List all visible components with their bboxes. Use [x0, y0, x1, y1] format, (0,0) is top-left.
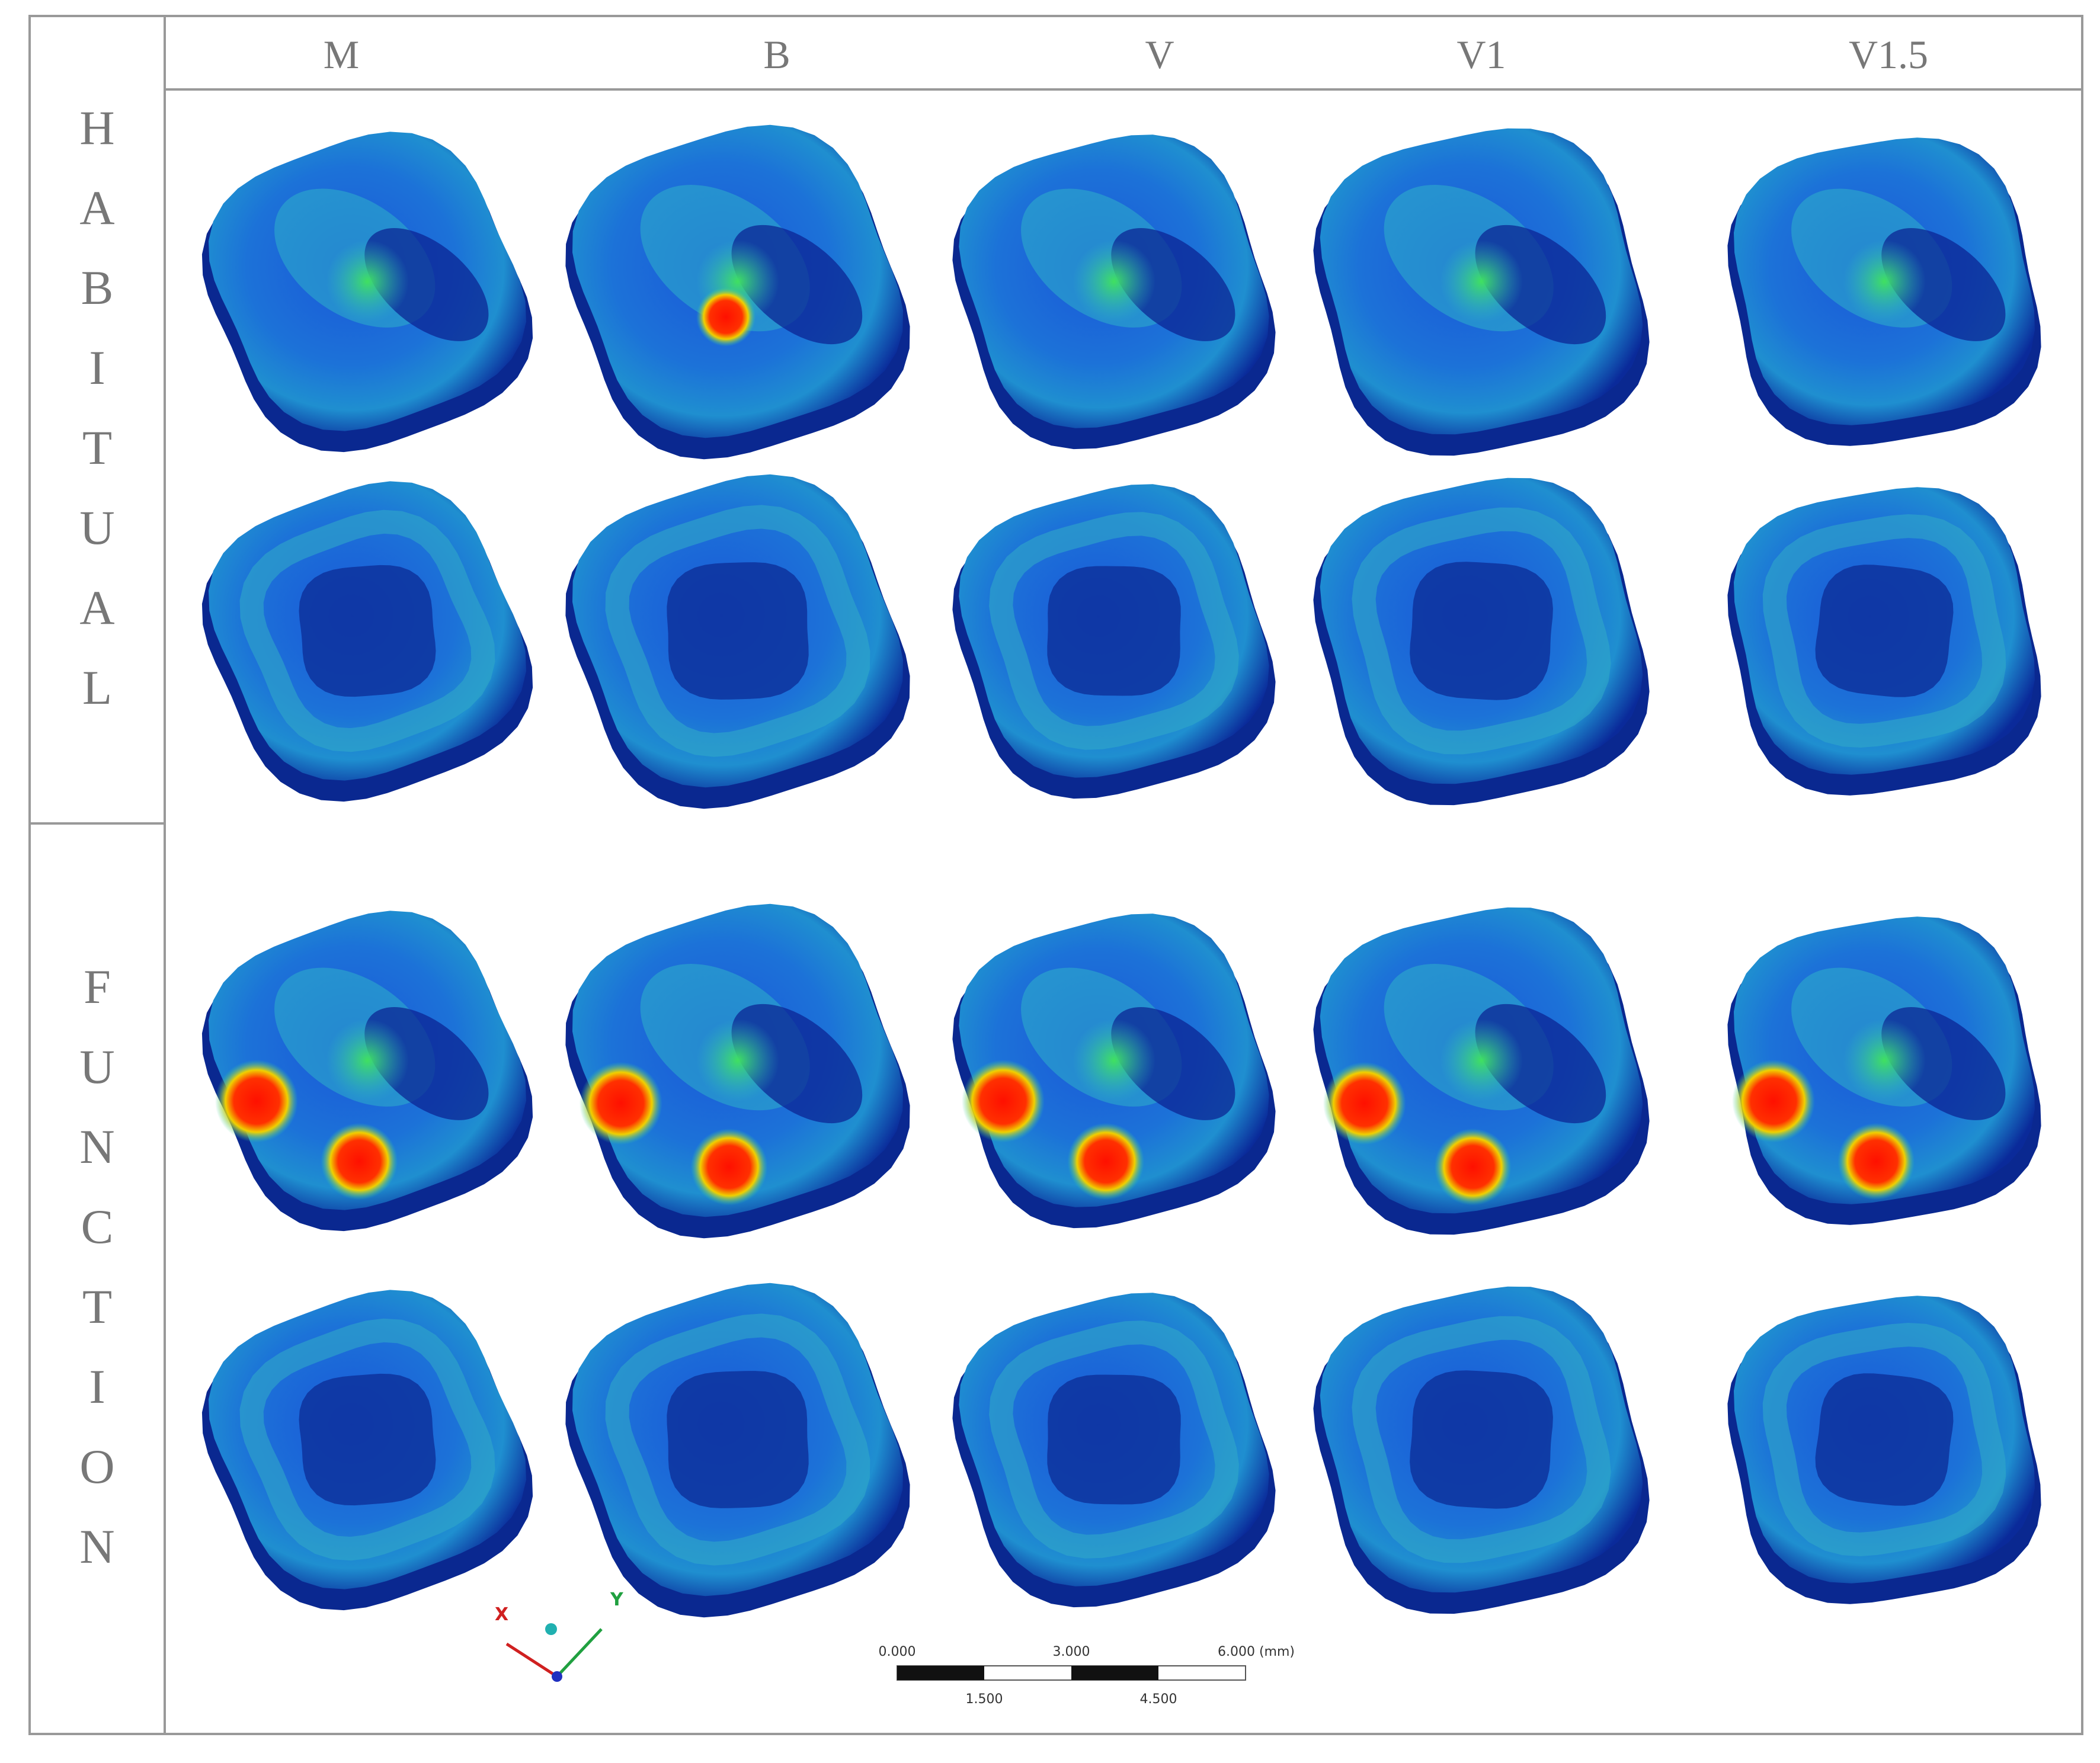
row-label: HABITUAL — [71, 101, 124, 741]
stress-map — [1313, 1286, 1650, 1614]
stress-map — [565, 1283, 910, 1618]
stress-maps — [201, 124, 2041, 1618]
stress-map — [201, 481, 533, 802]
green-zone — [326, 240, 409, 323]
column-header: B — [763, 32, 790, 77]
stress-map — [952, 134, 1276, 450]
stress-map — [565, 124, 910, 460]
hot-spot — [1067, 1123, 1145, 1200]
axis-arrow — [505, 1642, 558, 1678]
axis-triad: X Y — [495, 1589, 624, 1682]
green-zone — [1843, 240, 1926, 323]
axis-arrow — [556, 1628, 603, 1678]
stress-map — [201, 132, 533, 453]
inner-cavity — [1815, 565, 1954, 697]
hot-spot — [1434, 1128, 1512, 1206]
hot-spot — [579, 1062, 662, 1145]
inner-ring — [605, 1313, 870, 1566]
hot-spot — [1837, 1123, 1915, 1200]
green-zone — [1843, 1019, 1926, 1102]
stress-map — [1313, 128, 1650, 456]
stress-map — [1727, 916, 2041, 1225]
hot-spot — [962, 1059, 1045, 1143]
row-label: FUNCTION — [71, 960, 124, 1599]
hot-spot — [321, 1123, 398, 1200]
axis-label: X — [495, 1604, 508, 1625]
inner-ring — [239, 509, 495, 752]
stress-map — [1727, 137, 2041, 446]
hot-spot — [690, 1128, 768, 1206]
stress-map — [1727, 1296, 2041, 1604]
scale-bar-segment — [1071, 1666, 1158, 1680]
inner-ring — [239, 1318, 495, 1561]
stress-map — [1727, 487, 2041, 796]
green-zone — [696, 1019, 779, 1102]
stress-map — [952, 913, 1276, 1229]
column-header: V1 — [1456, 32, 1506, 77]
green-zone — [1440, 1019, 1523, 1102]
scale-bar-segment — [897, 1666, 984, 1680]
inner-cavity — [1815, 1373, 1954, 1506]
scale-label: 1.500 — [966, 1692, 1003, 1707]
scale-label: 0.000 — [879, 1645, 916, 1659]
stress-map — [952, 1293, 1276, 1608]
stress-map — [201, 911, 533, 1232]
hot-spot — [1323, 1062, 1406, 1145]
inner-ring — [1762, 1322, 2006, 1557]
inner-cavity — [1047, 566, 1181, 696]
inner-ring — [989, 1320, 1239, 1559]
stress-map — [1313, 477, 1650, 806]
stress-map — [565, 474, 910, 809]
column-header: V — [1145, 32, 1174, 77]
inner-cavity — [1047, 1374, 1181, 1505]
green-zone — [1073, 1019, 1155, 1102]
stress-map — [1313, 907, 1650, 1235]
scale-label: 3.000 — [1053, 1645, 1090, 1659]
scale-label: 6.000 (mm) — [1218, 1645, 1295, 1659]
green-zone — [1440, 240, 1523, 323]
hot-spot — [1732, 1059, 1815, 1143]
hot-spot — [215, 1059, 298, 1143]
inner-cavity — [1410, 562, 1553, 700]
frame — [28, 15, 2083, 1735]
stress-map — [565, 903, 910, 1239]
inner-cavity — [667, 562, 809, 700]
axis-origin — [552, 1671, 562, 1682]
stress-map — [952, 484, 1276, 799]
inner-cavity — [299, 1373, 436, 1506]
column-header: M — [324, 32, 359, 77]
inner-cavity — [667, 1371, 809, 1508]
axis-label: Y — [610, 1589, 624, 1610]
inner-ring — [1352, 1316, 1611, 1563]
axis-z — [545, 1623, 557, 1635]
inner-ring — [989, 512, 1239, 750]
green-zone — [326, 1019, 409, 1102]
column-header: V1.5 — [1849, 32, 1928, 77]
scale-bar: 0.000 3.000 6.000 (mm) 1.500 4.500 — [879, 1645, 1295, 1707]
inner-ring — [1352, 507, 1611, 755]
stress-map — [201, 1290, 533, 1611]
inner-cavity — [1410, 1370, 1553, 1509]
hot-spot — [696, 287, 756, 347]
green-zone — [1073, 240, 1155, 323]
inner-cavity — [299, 565, 436, 697]
inner-ring — [1762, 514, 2006, 748]
inner-ring — [605, 505, 870, 757]
scale-label: 4.500 — [1140, 1692, 1177, 1707]
